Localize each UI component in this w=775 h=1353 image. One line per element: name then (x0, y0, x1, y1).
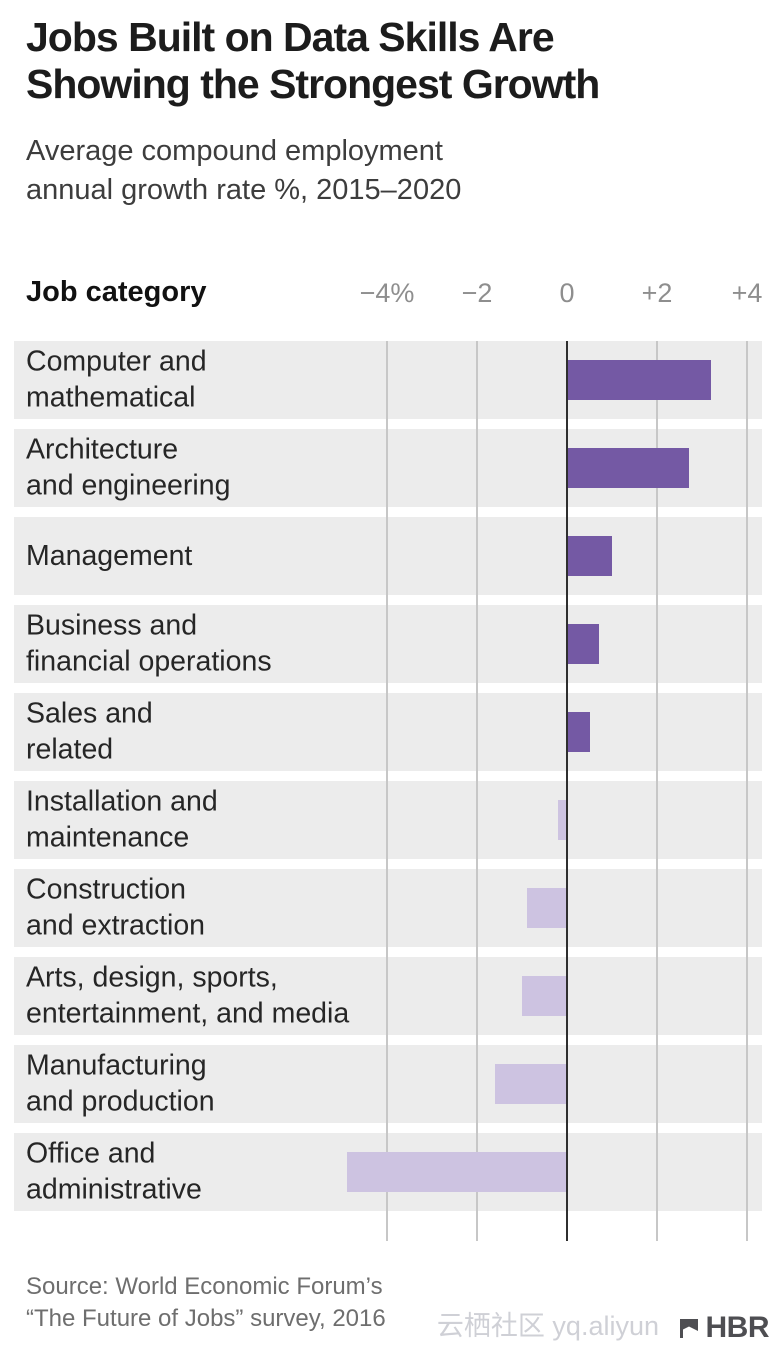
axis-tick-label: +2 (641, 277, 673, 308)
chart-rows: Computer and mathematical Architecture and … (0, 340, 775, 1211)
chart-row: Computer and mathematical (14, 340, 762, 419)
axis-tick-label: +4 (731, 277, 763, 308)
category-label: Computer and mathematical (26, 345, 207, 414)
value-bar (346, 1151, 567, 1192)
value-bar (495, 1063, 567, 1104)
job-category-header: Job category (26, 275, 207, 308)
page-title-line1: Jobs Built on Data Skills Are (26, 14, 555, 60)
category-label: Manufacturing and production (26, 1049, 215, 1118)
flag-icon (677, 1316, 701, 1340)
source-note: Source: World Economic Forum’s “The Futu… (26, 1271, 749, 1336)
chart-row: Arts, design, sports, entertainment, and … (14, 956, 762, 1035)
value-bar (567, 447, 689, 488)
source-line2: “The Future of Jobs” survey, 2016 (26, 1304, 386, 1332)
chart-subtitle: Average compound employment annual growt… (26, 132, 749, 210)
chart-subtitle-line2: annual growth rate %, 2015–2020 (26, 174, 462, 207)
axis-tick-label: 0 (559, 277, 575, 308)
chart-row: Business and financial operations (14, 604, 762, 683)
chart-row: Manufacturing and production (14, 1044, 762, 1123)
source-line1: Source: World Economic Forum’s (26, 1272, 383, 1300)
category-label: Construction and extraction (26, 873, 206, 942)
value-bar (567, 359, 711, 400)
category-label: Management (26, 539, 193, 572)
chart-row: Installation and maintenance (14, 780, 762, 859)
value-bar (567, 711, 590, 752)
axis-tick-label: −2 (461, 277, 493, 308)
page-title: Jobs Built on Data Skills Are Showing th… (26, 14, 749, 108)
bar-chart: Computer and mathematical Architecture and … (0, 340, 775, 1241)
chart-subtitle-line1: Average compound employment (26, 135, 443, 168)
value-bar (558, 799, 567, 840)
category-label: Office and administrative (26, 1137, 202, 1206)
chart-row: Management (14, 516, 762, 595)
category-label: Installation and maintenance (26, 785, 218, 854)
value-bar (522, 975, 567, 1016)
chart-row: Construction and extraction (14, 868, 762, 947)
chart-row: Sales and related (14, 692, 762, 771)
value-bar (567, 623, 599, 664)
chart-row: Office and administrative (14, 1132, 762, 1211)
chart-row: Architecture and engineering (14, 428, 762, 507)
category-label: Business and financial operations (26, 609, 272, 678)
category-label: Sales and related (26, 697, 153, 766)
page-title-line2: Showing the Strongest Growth (26, 61, 600, 108)
brand-text: HBR (705, 1311, 770, 1344)
axis-header: Job category −4% −2 0 +2 +4 (0, 263, 775, 311)
category-label: Architecture and engineering (26, 433, 231, 502)
hbr-logo: HBR (677, 1311, 770, 1345)
axis-tick-label: −4% (359, 277, 415, 308)
value-bar (526, 887, 567, 928)
category-label: Arts, design, sports, entertainment, and … (26, 961, 350, 1030)
watermark: 云栖社区 yq.aliyun (436, 1311, 659, 1341)
value-bar (567, 535, 612, 576)
